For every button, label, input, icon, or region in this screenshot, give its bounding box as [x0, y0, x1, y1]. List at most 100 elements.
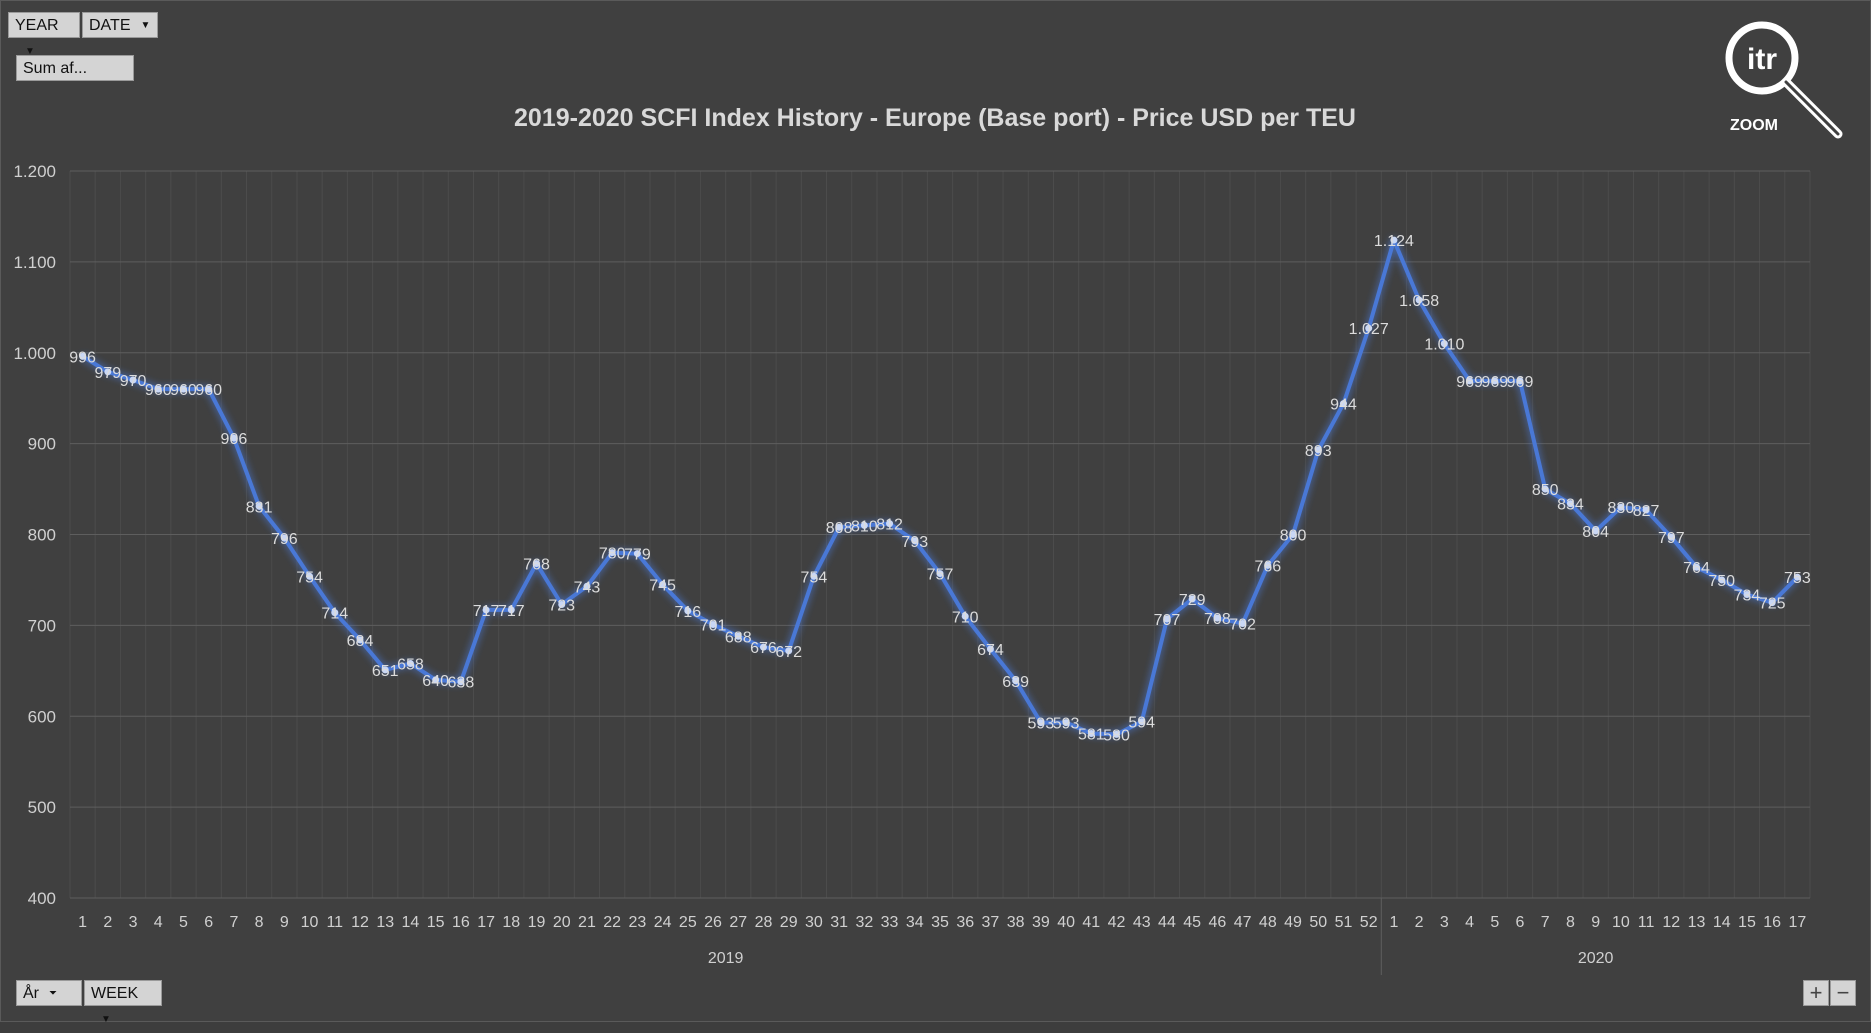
data-label: 581: [1078, 727, 1105, 744]
x-tick-label: 12: [351, 914, 369, 931]
year-filter-button[interactable]: YEAR ▼: [8, 12, 80, 57]
data-label: 594: [1128, 715, 1155, 732]
ar-filter-label: År: [23, 985, 39, 1003]
data-point: [709, 620, 717, 628]
sum-field-button[interactable]: Sum af...: [16, 55, 134, 81]
sum-field-label: Sum af...: [23, 60, 88, 77]
chevron-down-icon: ▼: [140, 20, 151, 31]
data-point: [1037, 719, 1045, 727]
x-tick-label: 21: [578, 914, 596, 931]
data-point: [507, 606, 515, 614]
week-filter-button[interactable]: WEEK ▼: [84, 980, 162, 1025]
x-tick-label: 16: [1763, 914, 1781, 931]
data-point: [331, 609, 339, 617]
data-point: [911, 537, 919, 545]
y-tick-label: 1.200: [13, 162, 56, 181]
data-point: [1642, 506, 1650, 514]
x-tick-label: 12: [1662, 914, 1680, 931]
data-label: 766: [1254, 558, 1281, 575]
zoom-out-button[interactable]: −: [1830, 980, 1856, 1006]
data-label: 1.058: [1399, 293, 1439, 310]
data-label: 960: [170, 382, 197, 399]
x-tick-label: 28: [755, 914, 773, 931]
x-tick-label: 8: [1566, 914, 1575, 931]
x-tick-label: 23: [628, 914, 646, 931]
x-tick-label: 1: [78, 914, 87, 931]
data-label: 651: [372, 663, 399, 680]
data-label: 729: [1179, 592, 1206, 609]
data-point: [1188, 595, 1196, 603]
gridlines: [69, 170, 1811, 899]
year-filter-label: YEAR: [15, 17, 59, 34]
data-label: 593: [1053, 716, 1080, 733]
x-tick-label: 47: [1234, 914, 1252, 931]
x-tick-label: 5: [1490, 914, 1499, 931]
chevron-down-icon: ▼: [25, 46, 35, 57]
data-label: 708: [1204, 611, 1231, 628]
x-tick-label: 3: [129, 914, 138, 931]
data-point: [1012, 677, 1020, 685]
x-tick-label: 16: [452, 914, 470, 931]
filter-icon: ⏷: [49, 988, 57, 999]
data-point: [255, 502, 263, 510]
x-tick-label: 25: [679, 914, 697, 931]
x-tick-label: 17: [1788, 914, 1806, 931]
x-tick-label: 29: [780, 914, 798, 931]
data-label: 714: [321, 606, 348, 623]
data-label: 639: [1002, 674, 1029, 691]
data-point: [1466, 377, 1474, 385]
data-point: [785, 647, 793, 655]
x-tick-label: 33: [881, 914, 899, 931]
data-label: 688: [725, 629, 752, 646]
ar-filter-button[interactable]: År ⏷: [16, 980, 82, 1006]
data-point: [1062, 719, 1070, 727]
data-point: [179, 385, 187, 393]
data-label: 812: [876, 517, 903, 534]
data-point: [1138, 718, 1146, 726]
date-filter-button[interactable]: DATE ▼: [82, 12, 158, 38]
x-tick-label: 7: [229, 914, 238, 931]
data-point: [583, 582, 591, 590]
data-label: 780: [599, 546, 626, 563]
data-label: 754: [296, 569, 323, 586]
x-tick-label: 31: [830, 914, 848, 931]
data-point: [860, 521, 868, 529]
x-tick-label: 9: [280, 914, 289, 931]
x-tick-label: 46: [1208, 914, 1226, 931]
data-point: [457, 678, 465, 686]
data-point: [406, 660, 414, 668]
data-label: 1.027: [1349, 321, 1389, 338]
x-tick-label: 41: [1082, 914, 1100, 931]
x-tick-label: 17: [477, 914, 495, 931]
zoom-in-button[interactable]: +: [1803, 980, 1829, 1006]
data-point: [306, 572, 314, 580]
x-tick-label: 14: [1713, 914, 1731, 931]
data-point: [205, 385, 213, 393]
data-label: 969: [1456, 374, 1483, 391]
data-label: 716: [674, 604, 701, 621]
data-point: [280, 534, 288, 542]
data-point: [1415, 296, 1423, 304]
data-label: 793: [901, 534, 928, 551]
data-label: 725: [1759, 596, 1786, 613]
magnifier-icon: [1725, 21, 1799, 95]
data-label: 743: [574, 579, 601, 596]
data-label: 734: [1734, 587, 1761, 604]
y-tick-label: 1.100: [13, 253, 56, 272]
data-label: 658: [397, 657, 424, 674]
data-label: 969: [1507, 374, 1534, 391]
x-tick-label: 45: [1183, 914, 1201, 931]
data-point: [129, 376, 137, 384]
data-label: 779: [624, 547, 651, 564]
itr-zoom-logo[interactable]: itr ZOOM: [1720, 18, 1860, 148]
data-label: 593: [1028, 716, 1055, 733]
data-label: 674: [977, 642, 1004, 659]
data-point: [608, 549, 616, 557]
data-point: [1087, 730, 1095, 738]
x-tick-label: 40: [1057, 914, 1075, 931]
data-point: [432, 676, 440, 684]
x-tick-label: 42: [1108, 914, 1126, 931]
x-tick-label: 10: [1612, 914, 1630, 931]
x-tick-label: 48: [1259, 914, 1277, 931]
data-label: 701: [700, 617, 727, 634]
